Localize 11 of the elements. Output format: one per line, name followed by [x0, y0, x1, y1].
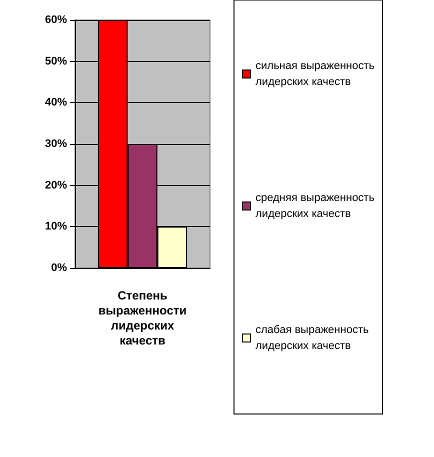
y-tick-label: 50% — [44, 55, 68, 68]
legend-label: слабая выраженность лидерских качеств — [256, 324, 369, 352]
y-tick-label: 40% — [44, 96, 68, 109]
legend-label: средняя выраженность лидерских качеств — [256, 192, 375, 220]
x-tick-label: Степень выраженности лидерских качеств — [98, 288, 187, 348]
y-tick-label: 20% — [44, 179, 68, 192]
y-tick-label: 10% — [44, 220, 68, 233]
y-tick-label: 60% — [44, 14, 68, 26]
legend-label: сильная выраженность лидерских качеств — [256, 60, 375, 88]
y-tick-label: 0% — [51, 262, 68, 274]
y-tick-label: 30% — [44, 138, 68, 150]
